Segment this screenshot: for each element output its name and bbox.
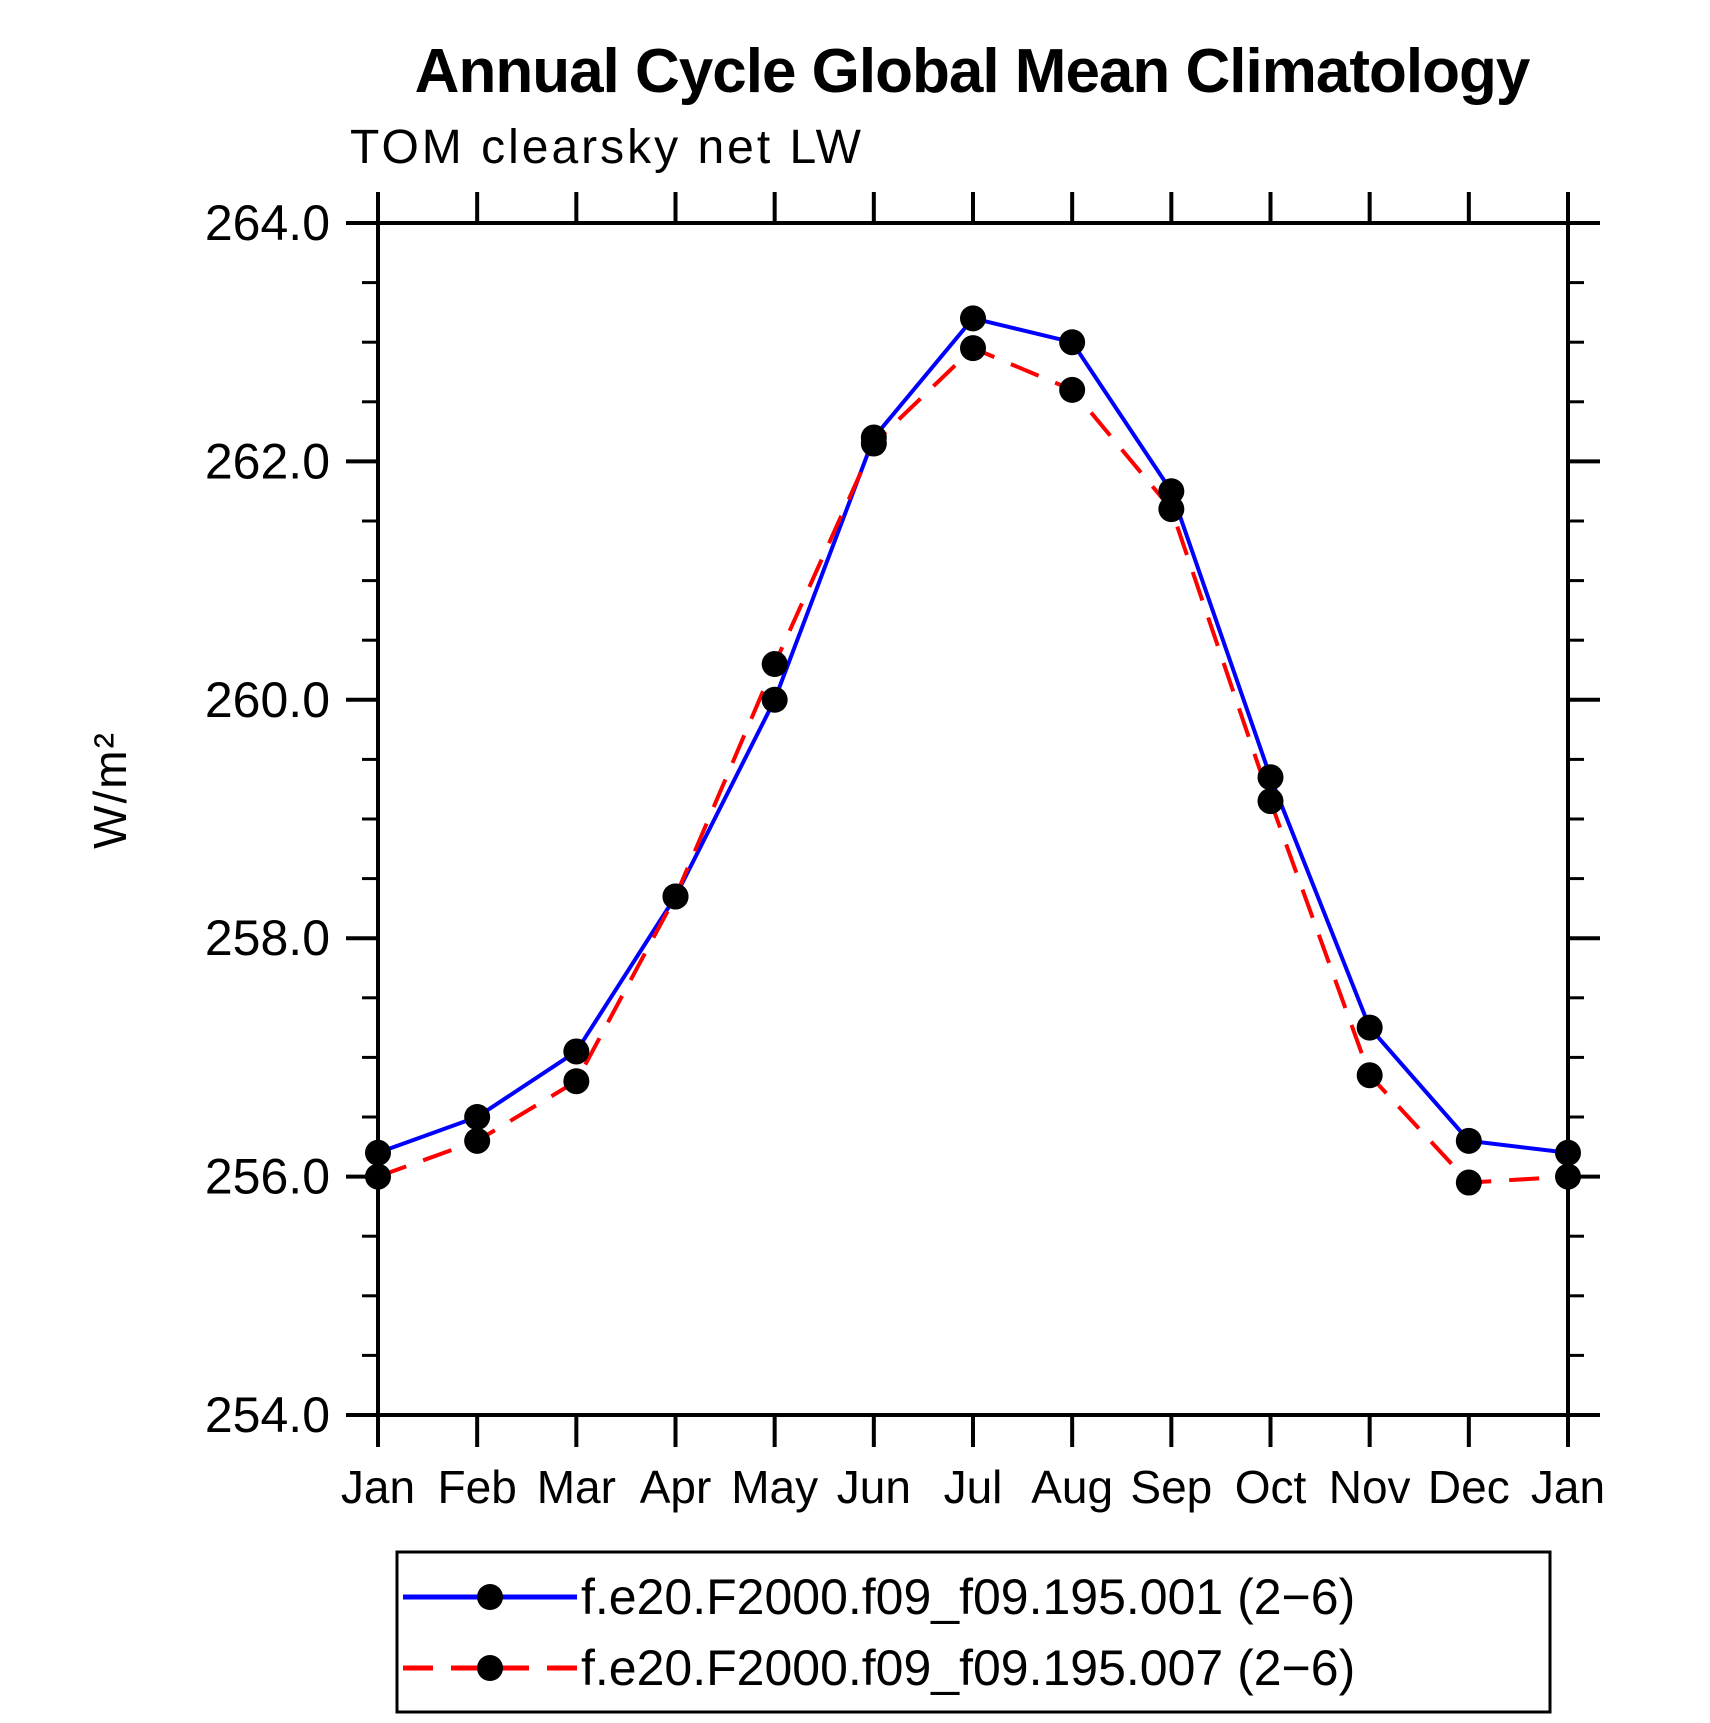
- y-axis-title: W/m²: [84, 731, 136, 849]
- data-point: [960, 305, 986, 332]
- data-point: [365, 1139, 391, 1166]
- legend-marker-dot: [477, 1655, 503, 1681]
- data-point: [1059, 376, 1086, 403]
- x-tick-label: May: [731, 1461, 818, 1513]
- data-point: [761, 686, 788, 713]
- x-tick-label: Oct: [1235, 1461, 1307, 1513]
- plot-frame: [376, 221, 1570, 1417]
- y-tick-label: 254.0: [205, 1387, 330, 1443]
- series-line-2: [377, 345, 1569, 1185]
- data-point: [1455, 1169, 1482, 1196]
- x-tick-label: Jan: [341, 1461, 415, 1513]
- y-tick-label: 260.0: [205, 672, 330, 728]
- series-markers-1: [365, 305, 1581, 1166]
- data-point: [1158, 478, 1185, 505]
- data-point: [365, 1163, 391, 1190]
- data-point: [1555, 1163, 1581, 1190]
- data-point: [563, 1038, 590, 1065]
- data-point: [1158, 496, 1185, 523]
- y-tick-label: 256.0: [205, 1149, 330, 1205]
- data-point: [1555, 1139, 1581, 1166]
- data-point: [464, 1104, 491, 1130]
- chart-subtitle: TOM clearsky net LW: [350, 121, 864, 174]
- data-point: [1356, 1014, 1383, 1041]
- x-tick-label: Jan: [1531, 1461, 1605, 1513]
- x-tick-label: Mar: [537, 1461, 616, 1513]
- data-point: [464, 1127, 491, 1154]
- y-tick-label: 264.0: [205, 195, 330, 251]
- series-line-1: [377, 316, 1569, 1155]
- legend: f.e20.F2000.f09_f09.195.001 (2−6) f.e20.F…: [395, 1550, 1552, 1714]
- data-point: [1356, 1062, 1383, 1089]
- data-point: [1059, 329, 1086, 356]
- data-series: [365, 305, 1581, 1196]
- legend-marker-dot: [477, 1584, 503, 1610]
- y-tick-label: 262.0: [205, 433, 330, 489]
- y-axis-ticks: 254.0 256.0 258.0 260.0 262.0 264.0: [205, 195, 1600, 1443]
- legend-box: [395, 1550, 1552, 1714]
- x-tick-label: Nov: [1329, 1461, 1411, 1513]
- x-tick-label: Aug: [1031, 1461, 1113, 1513]
- legend-entry: f.e20.F2000.f09_f09.195.001 (2−6): [403, 1569, 1355, 1625]
- data-point: [1257, 764, 1284, 791]
- x-tick-label: Sep: [1130, 1461, 1212, 1513]
- x-tick-label: Apr: [640, 1461, 712, 1513]
- legend-entry-label: f.e20.F2000.f09_f09.195.001 (2−6): [581, 1569, 1355, 1625]
- y-tick-label: 258.0: [205, 910, 330, 966]
- data-point: [860, 430, 887, 457]
- x-tick-label: Jun: [837, 1461, 911, 1513]
- data-point: [563, 1068, 590, 1095]
- data-point: [1257, 788, 1284, 815]
- data-point: [960, 335, 986, 362]
- x-axis-ticks: Jan Feb Mar Apr May Jun Jul Aug Sep Oct Nov Dec Jan: [341, 192, 1605, 1513]
- data-point: [662, 883, 689, 910]
- legend-entry-label: f.e20.F2000.f09_f09.195.007 (2−6): [581, 1640, 1355, 1696]
- x-tick-label: Dec: [1428, 1461, 1510, 1513]
- data-point: [1455, 1127, 1482, 1154]
- x-tick-label: Jul: [944, 1461, 1003, 1513]
- series-markers-2: [365, 335, 1581, 1196]
- data-point: [761, 651, 788, 678]
- chart-title: Annual Cycle Global Mean Climatology: [415, 37, 1531, 106]
- x-tick-label: Feb: [438, 1461, 517, 1513]
- legend-entry: f.e20.F2000.f09_f09.195.007 (2−6): [403, 1640, 1355, 1696]
